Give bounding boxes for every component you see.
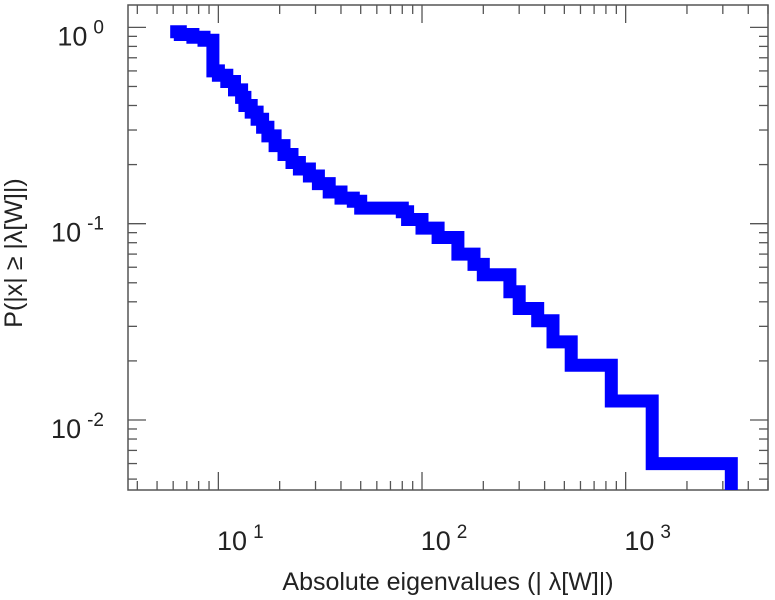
y-tick-label-base: 10 [51, 218, 81, 248]
x-tick-label-base: 10 [624, 526, 654, 556]
x-axis-label: Absolute eigenvalues (| λ[W]|) [282, 568, 613, 596]
y-tick-label-base: 10 [51, 414, 81, 444]
y-axis-label: P(|x| ≥ |λ[W]|) [0, 178, 28, 327]
x-tick-label-exponent: 3 [660, 522, 671, 543]
series-layer [170, 25, 738, 490]
x-tick-label-base: 10 [217, 526, 247, 556]
series-line-0 [170, 25, 738, 490]
x-tick-label-exponent: 2 [457, 522, 468, 543]
minor-ticks [128, 5, 769, 490]
y-tick-label-exponent: -2 [87, 410, 104, 431]
plot-frame [127, 4, 769, 491]
y-tick-label-exponent: -1 [87, 214, 104, 235]
y-tick-label-exponent: 0 [93, 17, 104, 38]
x-tick-label-exponent: 1 [253, 522, 264, 543]
major-ticks [128, 5, 768, 490]
y-tick-label: 10 -2 [51, 410, 104, 444]
x-tick-label: 10 3 [624, 522, 671, 556]
x-tick-labels: 10 1 10 2 10 3 [217, 522, 671, 556]
y-tick-label: 10 0 [57, 17, 104, 51]
y-tick-labels: 10 0 10 -1 10 -2 [51, 17, 104, 444]
x-tick-label: 10 2 [421, 522, 468, 556]
x-tick-label: 10 1 [217, 522, 264, 556]
y-tick-label: 10 -1 [51, 214, 104, 248]
x-tick-label-base: 10 [421, 526, 451, 556]
y-tick-label-base: 10 [57, 21, 87, 51]
